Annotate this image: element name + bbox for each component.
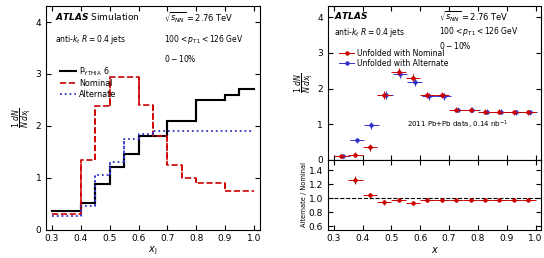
Legend: Unfolded with Nominal, Unfolded with Alternate: Unfolded with Nominal, Unfolded with Alt… [336, 46, 452, 71]
X-axis label: $x_\mathrm{J}$: $x_\mathrm{J}$ [149, 245, 158, 257]
Text: $0-10\%$: $0-10\%$ [164, 53, 196, 64]
Text: $\sqrt{s_{NN}}=2.76$ TeV: $\sqrt{s_{NN}}=2.76$ TeV [439, 10, 508, 23]
Y-axis label: $\frac{1}{N}\frac{dN}{dx_\mathrm{J}}$: $\frac{1}{N}\frac{dN}{dx_\mathrm{J}}$ [292, 73, 316, 93]
Text: anti-$k_t$ $R=0.4$ jets: anti-$k_t$ $R=0.4$ jets [335, 26, 405, 39]
Text: $\sqrt{s_{NN}}=2.76$ TeV: $\sqrt{s_{NN}}=2.76$ TeV [164, 11, 233, 25]
Legend: P$_{\mathrm{YTHIA}}$ 6, Nominal, Alternate: P$_{\mathrm{YTHIA}}$ 6, Nominal, Alterna… [57, 62, 120, 102]
Text: $\bfit{ATLAS}$ Simulation: $\bfit{ATLAS}$ Simulation [55, 11, 140, 22]
Text: anti-$k_t$ $R=0.4$ jets: anti-$k_t$ $R=0.4$ jets [55, 33, 126, 46]
Text: $100<p_{T1}<126$ GeV: $100<p_{T1}<126$ GeV [439, 25, 518, 38]
Text: 2011 Pb+Pb data, 0.14 nb$^{-1}$: 2011 Pb+Pb data, 0.14 nb$^{-1}$ [407, 118, 508, 131]
Y-axis label: Alternate / Nominal: Alternate / Nominal [301, 162, 307, 227]
Text: $\bfit{ATLAS}$: $\bfit{ATLAS}$ [335, 10, 369, 21]
Y-axis label: $\frac{1}{N}\frac{dN}{dx_\mathrm{J}}$: $\frac{1}{N}\frac{dN}{dx_\mathrm{J}}$ [10, 108, 34, 128]
Text: $0-10\%$: $0-10\%$ [439, 40, 472, 51]
Text: $100<p_{T1}<126$ GeV: $100<p_{T1}<126$ GeV [164, 33, 243, 46]
X-axis label: $x$: $x$ [430, 245, 438, 255]
